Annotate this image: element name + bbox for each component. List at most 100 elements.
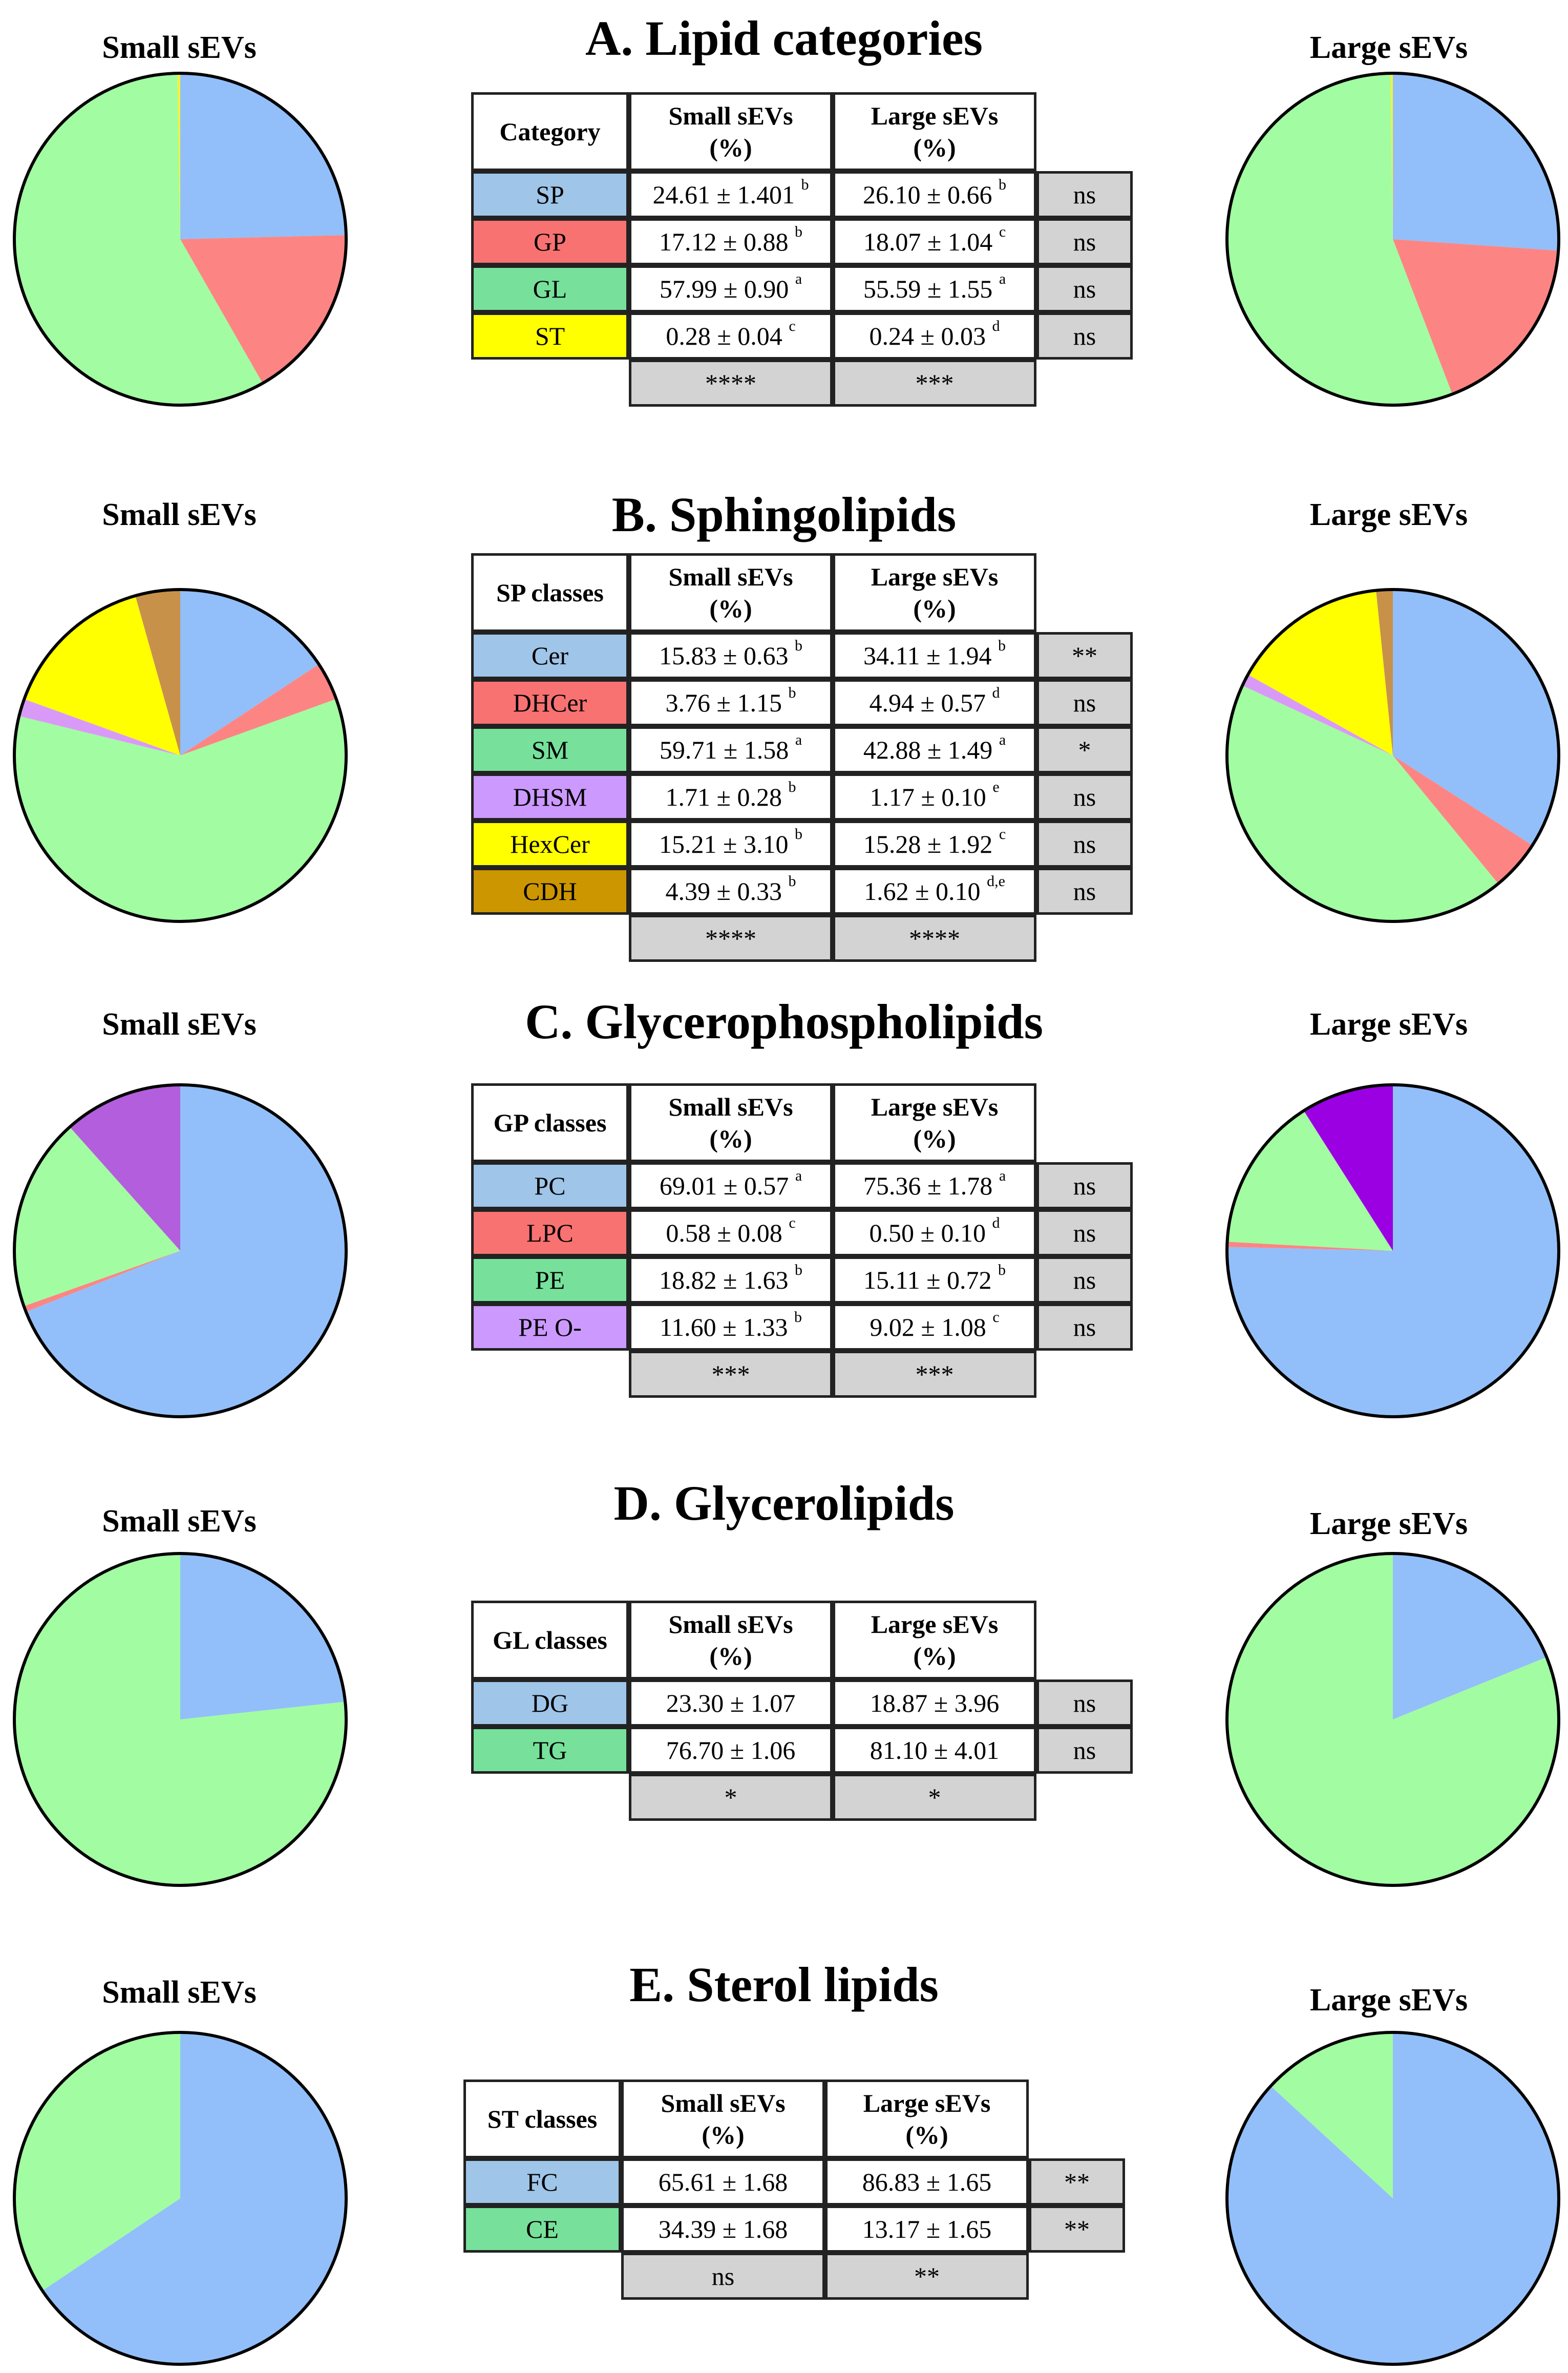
pie-slice-sm: [1227, 685, 1498, 921]
footer-row: * *: [471, 1774, 1133, 1821]
row-significance: *: [1036, 726, 1133, 773]
row-large-value: 1.62 ± 0.10 d,e: [833, 868, 1036, 915]
pie-slice-dg: [180, 1553, 346, 1719]
table-row: CE 34.39 ± 1.68 13.17 ± 1.65 **: [463, 2206, 1125, 2253]
pie-slice-tg: [14, 1553, 346, 1885]
row-small-value: 4.39 ± 0.33 b: [629, 868, 833, 915]
row-small-value: 11.60 ± 1.33 b: [629, 1304, 833, 1351]
pie-slice-cdh: [135, 590, 180, 755]
panel-title: A. Lipid categories: [585, 11, 983, 66]
row-significance: ns: [1036, 312, 1133, 360]
row-large-value: 15.11 ± 0.72 b: [833, 1256, 1036, 1304]
pie-slice-tg: [1227, 1553, 1559, 1885]
row-large-value: 1.17 ± 0.10 e: [833, 773, 1036, 821]
header-category: Category: [471, 92, 629, 171]
footer-row: *** ***: [471, 1351, 1133, 1398]
row-large-value: 18.07 ± 1.04 c: [833, 218, 1036, 265]
row-category: DHCer: [471, 679, 629, 726]
pie-slice-cer: [1393, 590, 1559, 846]
pie-outline: [13, 1083, 348, 1418]
row-large-value: 81.10 ± 4.01: [833, 1727, 1036, 1774]
footer-row: **** ****: [471, 915, 1133, 962]
row-significance: ns: [1036, 1304, 1133, 1351]
footer-small-significance: *: [629, 1774, 833, 1821]
header-category: GL classes: [471, 1601, 629, 1679]
table-row: PC 69.01 ± 0.57 a 75.36 ± 1.78 a ns: [471, 1162, 1133, 1209]
header-small: Small sEVs (%): [629, 1083, 833, 1162]
footer-large-significance: *: [833, 1774, 1036, 1821]
row-small-value: 69.01 ± 0.57 a: [629, 1162, 833, 1209]
header-large: Large sEVs (%): [833, 92, 1036, 171]
pie-slice-lpc: [24, 1251, 181, 1312]
footer-large-significance: **: [825, 2253, 1029, 2300]
pie-slice-lpc: [1227, 1242, 1393, 1251]
table-row: FC 65.61 ± 1.68 86.83 ± 1.65 **: [463, 2158, 1125, 2206]
row-significance: ns: [1036, 218, 1133, 265]
pie-slice-dhsm: [1242, 675, 1393, 755]
pie-slice-pe-o: [70, 1085, 180, 1251]
pie-outline: [1225, 1083, 1560, 1418]
small-pie-label: Small sEVs: [102, 1504, 257, 1539]
row-significance: ns: [1036, 821, 1133, 868]
row-significance: ns: [1036, 773, 1133, 821]
row-significance: ns: [1036, 171, 1133, 218]
row-category: DHSM: [471, 773, 629, 821]
large-pie-label: Large sEVs: [1309, 1506, 1468, 1541]
row-small-value: 65.61 ± 1.68: [621, 2158, 825, 2206]
pie-slice-pe: [14, 1127, 181, 1307]
row-small-value: 3.76 ± 1.15 b: [629, 679, 833, 726]
row-large-value: 0.50 ± 0.10 d: [833, 1209, 1036, 1256]
pie-slice-fc: [1226, 2032, 1559, 2364]
table-row: Cer 15.83 ± 0.63 b 34.11 ± 1.94 b **: [471, 632, 1133, 679]
row-large-value: 18.87 ± 3.96: [833, 1679, 1036, 1727]
large-pie-label: Large sEVs: [1309, 30, 1468, 65]
table-row: ST 0.28 ± 0.04 c 0.24 ± 0.03 d ns: [471, 312, 1133, 360]
row-small-value: 57.99 ± 0.90 a: [629, 265, 833, 312]
row-significance: **: [1029, 2158, 1125, 2206]
row-large-value: 42.88 ± 1.49 a: [833, 726, 1036, 773]
footer-small-significance: ****: [629, 915, 833, 962]
large-sevs-pie-chart: [1225, 588, 1560, 923]
row-category: TG: [471, 1727, 629, 1774]
pie-slice-pc: [26, 1085, 347, 1417]
row-small-value: 0.58 ± 0.08 c: [629, 1209, 833, 1256]
row-small-value: 15.21 ± 3.10 b: [629, 821, 833, 868]
row-significance: **: [1029, 2206, 1125, 2253]
table-row: DG 23.30 ± 1.07 18.87 ± 3.96 ns: [471, 1679, 1133, 1727]
footer-small-significance: ns: [621, 2253, 825, 2300]
pie-outline: [13, 2031, 348, 2366]
header-small: Small sEVs (%): [629, 553, 833, 632]
row-category: CE: [463, 2206, 621, 2253]
pie-slice-gl: [14, 73, 263, 406]
header-small: Small sEVs (%): [629, 92, 833, 171]
pie-slice-gp: [1393, 239, 1559, 394]
table-row: DHSM 1.71 ± 0.28 b 1.17 ± 0.10 e ns: [471, 773, 1133, 821]
footer-large-significance: ***: [833, 1351, 1036, 1398]
row-small-value: 34.39 ± 1.68: [621, 2206, 825, 2253]
row-small-value: 23.30 ± 1.07: [629, 1679, 833, 1727]
row-significance: **: [1036, 632, 1133, 679]
row-significance: ns: [1036, 1256, 1133, 1304]
row-significance: ns: [1036, 679, 1133, 726]
pie-slice-pe-o: [1304, 1085, 1393, 1251]
footer-row: ns **: [463, 2253, 1125, 2300]
row-small-value: 18.82 ± 1.63 b: [629, 1256, 833, 1304]
row-large-value: 86.83 ± 1.65: [825, 2158, 1029, 2206]
pie-slice-st: [177, 73, 180, 239]
large-sevs-pie-chart: [1225, 72, 1560, 407]
row-large-value: 26.10 ± 0.66 b: [833, 171, 1036, 218]
header-category: SP classes: [471, 553, 629, 632]
pie-slice-gl: [1226, 73, 1453, 406]
row-category: PC: [471, 1162, 629, 1209]
pie-slice-pe: [1227, 1110, 1393, 1251]
table-row: LPC 0.58 ± 0.08 c 0.50 ± 0.10 d ns: [471, 1209, 1133, 1256]
pie-slice-dhcer: [1393, 755, 1533, 884]
footer-small-significance: ****: [629, 360, 833, 407]
header-large: Large sEVs (%): [833, 1083, 1036, 1162]
data-table: GL classes Small sEVs (%) Large sEVs (%) D…: [471, 1601, 1133, 1821]
row-significance: ns: [1036, 265, 1133, 312]
header-large: Large sEVs (%): [833, 553, 1036, 632]
large-sevs-pie-chart: [1225, 2031, 1560, 2366]
header-large: Large sEVs (%): [833, 1601, 1036, 1679]
row-significance: ns: [1036, 868, 1133, 915]
